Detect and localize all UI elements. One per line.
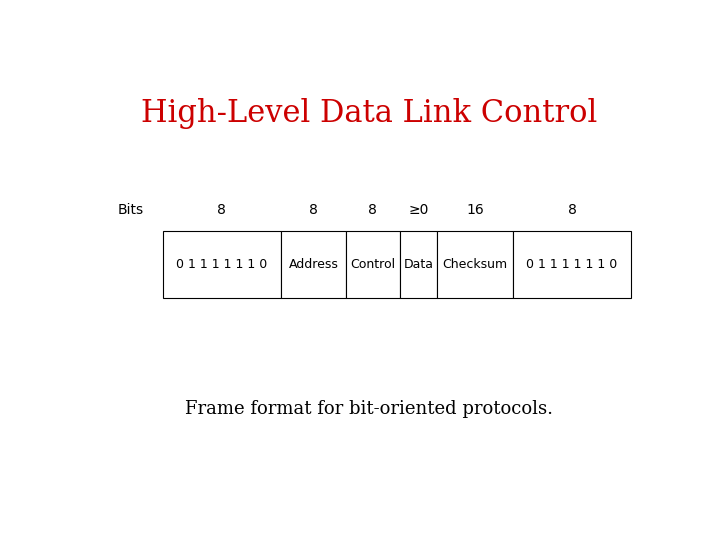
Text: High-Level Data Link Control: High-Level Data Link Control [141,98,597,129]
Text: Data: Data [403,258,433,271]
Text: 16: 16 [466,204,484,217]
Text: 0 1 1 1 1 1 1 0: 0 1 1 1 1 1 1 0 [176,258,267,271]
Text: 0 1 1 1 1 1 1 0: 0 1 1 1 1 1 1 0 [526,258,618,271]
Text: Address: Address [289,258,338,271]
Text: 8: 8 [368,204,377,217]
Text: Frame format for bit-oriented protocols.: Frame format for bit-oriented protocols. [185,400,553,418]
Bar [437,231,513,298]
Bar [346,231,400,298]
Bar [400,231,437,298]
Text: ≥0: ≥0 [408,204,428,217]
Text: Bits: Bits [118,204,144,217]
Text: 8: 8 [217,204,226,217]
Bar [281,231,346,298]
Text: 8: 8 [309,204,318,217]
Bar [163,231,281,298]
Text: 8: 8 [567,204,577,217]
Text: Checksum: Checksum [443,258,508,271]
Text: Control: Control [350,258,395,271]
Bar [513,231,631,298]
